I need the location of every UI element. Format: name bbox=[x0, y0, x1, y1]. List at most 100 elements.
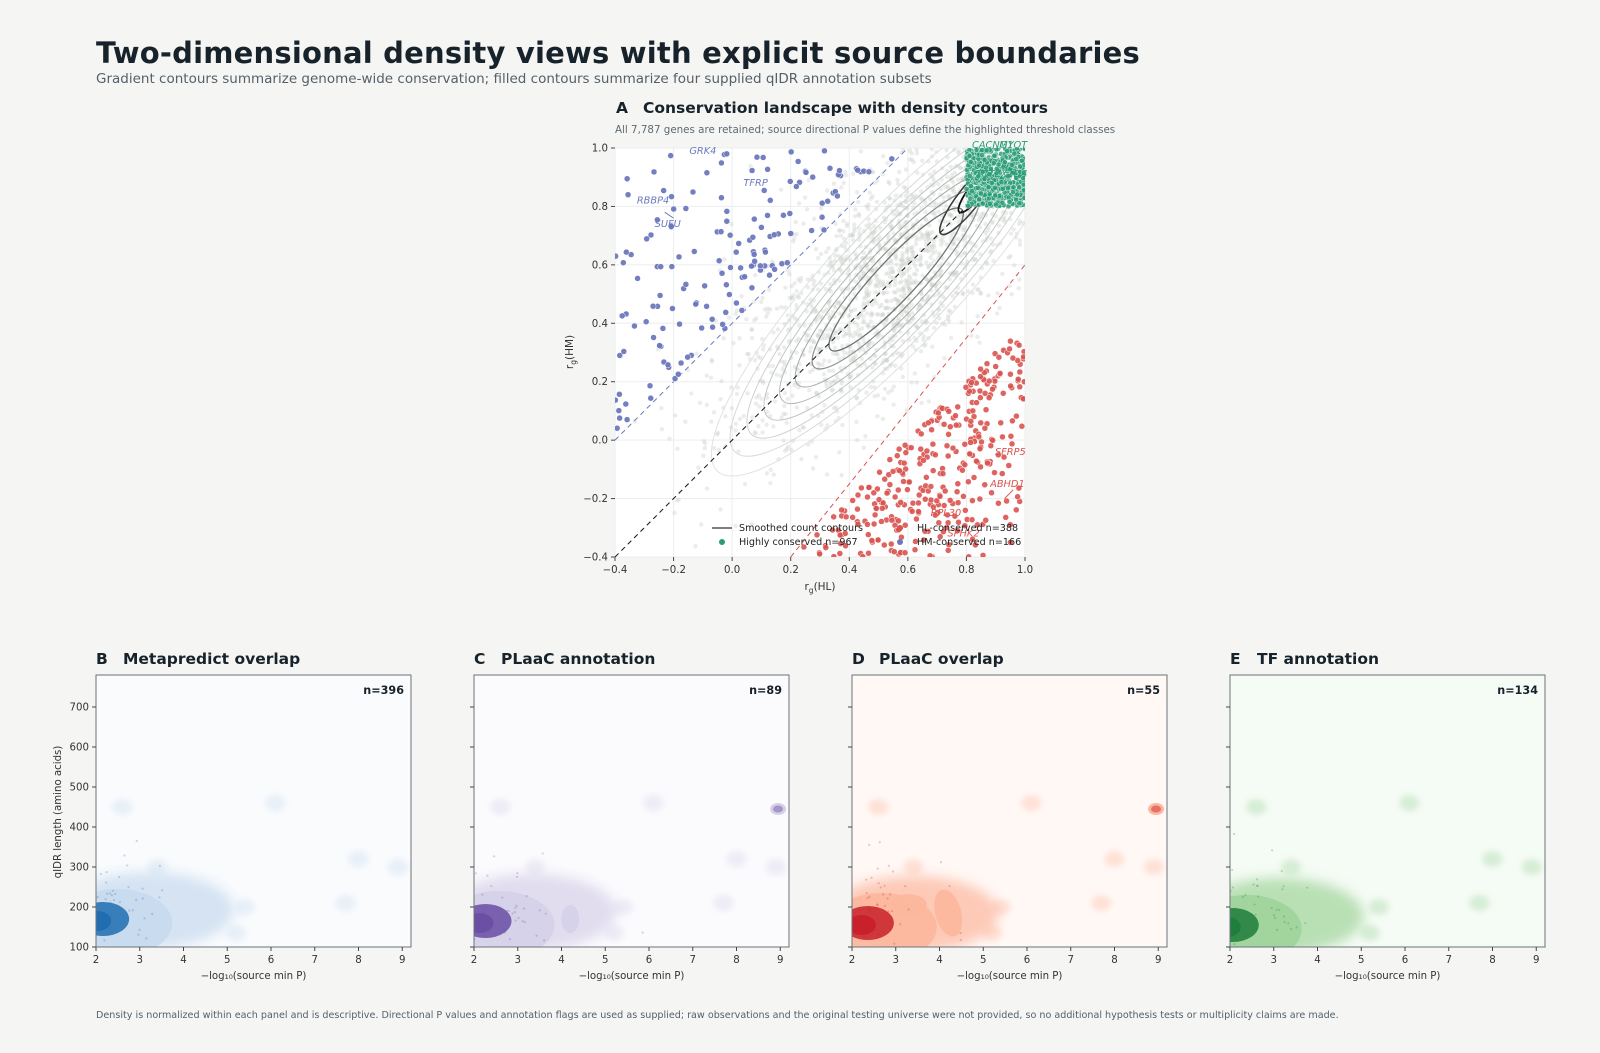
background-gene-point bbox=[895, 181, 901, 186]
x-tick-label: 5 bbox=[980, 955, 986, 966]
background-gene-point bbox=[856, 211, 861, 217]
background-gene-point bbox=[925, 231, 930, 237]
background-gene-point bbox=[850, 355, 856, 360]
density-contour bbox=[763, 148, 1025, 421]
observation-point bbox=[1255, 884, 1259, 888]
observation-point bbox=[544, 912, 547, 915]
background-gene-point bbox=[911, 271, 917, 277]
hm-conserved-point bbox=[726, 231, 734, 239]
background-gene-point bbox=[809, 337, 815, 343]
background-gene-point bbox=[756, 393, 762, 398]
background-gene-point bbox=[973, 257, 979, 263]
observation-point bbox=[106, 892, 109, 895]
hl-conserved-point bbox=[911, 546, 919, 553]
hl-conserved-point bbox=[992, 363, 999, 370]
background-gene-point bbox=[829, 264, 834, 269]
hl-conserved-point bbox=[928, 426, 935, 434]
y-tick-label: 400 bbox=[70, 823, 89, 834]
hl-conserved-point bbox=[902, 449, 910, 456]
background-gene-point bbox=[925, 363, 931, 368]
highly-conserved-point bbox=[983, 148, 990, 154]
observation-point bbox=[114, 892, 117, 896]
hm-conserved-point bbox=[615, 252, 619, 260]
hl-conserved-point bbox=[881, 475, 888, 483]
background-gene-point bbox=[675, 446, 680, 452]
background-gene-point bbox=[862, 296, 867, 301]
observation-point bbox=[1290, 927, 1293, 931]
background-gene-point bbox=[893, 252, 899, 258]
background-gene-point bbox=[733, 311, 738, 317]
hm-conserved-point bbox=[620, 259, 627, 266]
hm-conserved-point bbox=[854, 166, 861, 174]
x-tick-label: 3 bbox=[1271, 955, 1277, 966]
hl-conserved-point bbox=[936, 493, 944, 500]
background-gene-point bbox=[919, 400, 924, 406]
background-gene-point bbox=[950, 188, 955, 193]
background-gene-point bbox=[861, 320, 866, 325]
background-gene-point bbox=[903, 167, 909, 172]
background-gene-point bbox=[820, 315, 825, 320]
observation-point bbox=[482, 949, 484, 951]
background-gene-point bbox=[909, 157, 915, 162]
background-gene-point bbox=[896, 323, 902, 328]
observation-point bbox=[118, 901, 121, 904]
hm-conserved-point bbox=[760, 187, 768, 194]
highly-conserved-point bbox=[969, 188, 975, 194]
background-gene-point bbox=[837, 227, 843, 233]
gene-label: CACNG1 bbox=[972, 140, 1014, 151]
background-gene-point bbox=[892, 329, 897, 334]
background-gene-point bbox=[945, 155, 950, 160]
hm-conserved-point bbox=[642, 318, 650, 325]
background-gene-point bbox=[875, 237, 881, 243]
background-gene-point bbox=[900, 203, 906, 208]
hm-conserved-point bbox=[793, 183, 800, 190]
observation-point bbox=[1255, 878, 1259, 881]
x-tick-label: 4 bbox=[936, 955, 942, 966]
background-gene-point bbox=[836, 253, 841, 259]
background-gene-point bbox=[883, 247, 888, 253]
highly-conserved-point bbox=[1011, 150, 1018, 157]
observation-point bbox=[123, 854, 126, 857]
background-gene-point bbox=[771, 330, 776, 335]
background-gene-point bbox=[837, 450, 842, 455]
panel-a-ylabel: rg(HM) bbox=[564, 335, 578, 369]
density-secondary bbox=[604, 925, 624, 941]
background-gene-point bbox=[870, 268, 875, 273]
background-gene-point bbox=[890, 208, 895, 214]
background-gene-point bbox=[760, 418, 765, 423]
background-gene-point bbox=[784, 446, 790, 452]
background-gene-point bbox=[912, 257, 917, 262]
hm-conserved-point bbox=[727, 264, 734, 271]
background-gene-point bbox=[787, 271, 792, 277]
background-gene-point bbox=[937, 316, 942, 321]
hm-conserved-point bbox=[762, 248, 769, 256]
x-tick-label: 6 bbox=[646, 955, 652, 966]
hl-conserved-point bbox=[954, 527, 961, 534]
highly-conserved-point bbox=[999, 199, 1006, 206]
density-secondary bbox=[335, 895, 356, 911]
observation-point bbox=[870, 910, 873, 913]
background-gene-point bbox=[835, 352, 840, 357]
background-gene-point bbox=[930, 175, 936, 181]
background-gene-point bbox=[915, 325, 921, 331]
background-gene-point bbox=[931, 242, 936, 247]
background-gene-point bbox=[790, 393, 795, 398]
background-gene-point bbox=[737, 416, 743, 422]
hm-conserved-point bbox=[766, 271, 773, 279]
background-gene-point bbox=[816, 255, 821, 261]
background-gene-point bbox=[976, 287, 981, 292]
y-tick-label: −0.2 bbox=[583, 494, 608, 505]
background-gene-point bbox=[948, 164, 954, 170]
background-gene-point bbox=[716, 447, 722, 453]
highly-conserved-point bbox=[1016, 200, 1023, 207]
background-gene-point bbox=[805, 405, 810, 411]
background-gene-point bbox=[832, 378, 837, 384]
hm-conserved-point bbox=[676, 320, 683, 328]
highly-conserved-point bbox=[979, 168, 986, 175]
background-gene-point bbox=[1001, 219, 1007, 224]
background-gene-point bbox=[853, 279, 858, 284]
background-gene-point bbox=[824, 380, 829, 386]
x-tick-label: 5 bbox=[1358, 955, 1364, 966]
background-gene-point bbox=[811, 340, 816, 345]
